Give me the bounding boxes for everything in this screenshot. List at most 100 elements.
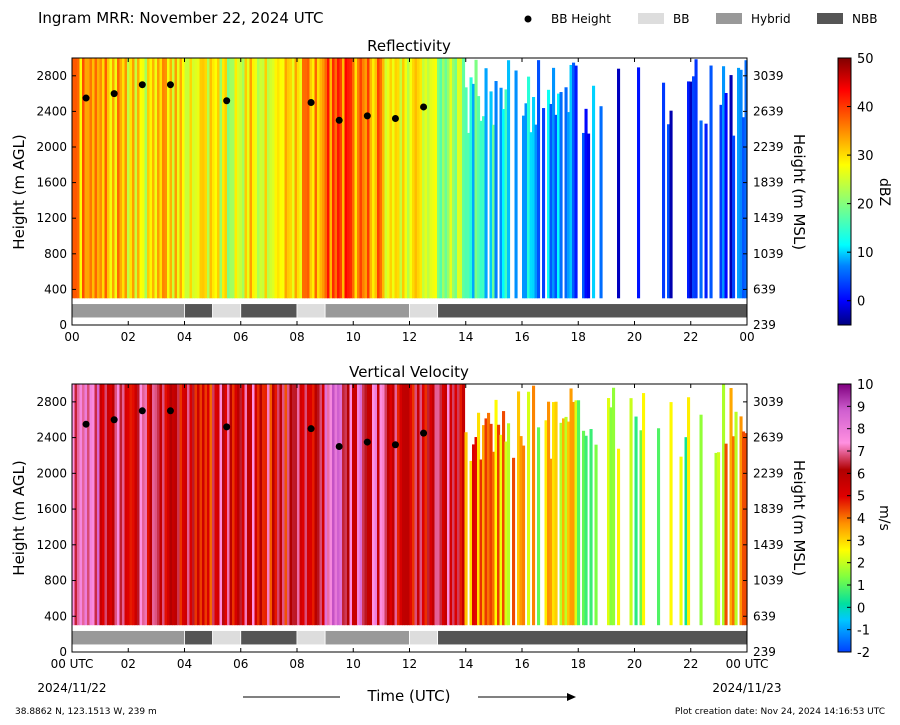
field-column — [559, 92, 563, 299]
field-column — [739, 416, 743, 626]
field-column — [687, 81, 691, 299]
field-column — [79, 384, 83, 626]
field-column — [724, 92, 728, 299]
bb-height-point — [335, 443, 343, 451]
field-column — [74, 384, 78, 626]
field-column — [434, 384, 438, 626]
legend-swatch-nbb — [817, 13, 843, 24]
reflectivity-title: Reflectivity — [367, 37, 451, 55]
field-column — [322, 384, 326, 626]
field-column — [347, 58, 351, 299]
bb-height-point — [223, 423, 231, 431]
field-column — [89, 384, 93, 626]
field-column — [237, 58, 241, 299]
y-tick-label: 2000 — [36, 466, 67, 480]
field-column — [689, 81, 693, 299]
field-column — [552, 67, 556, 299]
bb-height-point — [110, 416, 118, 424]
field-column — [567, 421, 571, 626]
field-column — [214, 384, 218, 626]
field-column — [317, 58, 321, 299]
field-column — [439, 58, 443, 299]
field-column — [269, 384, 273, 626]
field-column — [369, 58, 373, 299]
field-column — [117, 58, 121, 299]
field-column — [379, 384, 383, 626]
field-column — [219, 384, 223, 626]
field-column — [179, 384, 183, 626]
field-column — [574, 400, 578, 626]
field-column — [402, 384, 406, 626]
x-tick-label: 10 — [346, 657, 361, 671]
field-column — [192, 384, 196, 626]
field-column — [259, 58, 263, 299]
velocity-bb-heights — [82, 407, 428, 451]
field-column — [424, 58, 428, 299]
field-column — [404, 384, 408, 626]
field-column — [74, 58, 78, 299]
field-column — [452, 384, 456, 626]
field-column — [532, 385, 536, 626]
bb-height-point — [391, 115, 399, 123]
y-tick-label: 1200 — [36, 538, 67, 552]
field-column — [222, 58, 226, 299]
field-column — [552, 402, 556, 626]
field-column — [172, 58, 176, 299]
field-column — [367, 384, 371, 626]
field-column — [364, 384, 368, 626]
field-column — [457, 384, 461, 626]
field-column — [97, 58, 101, 299]
field-column — [189, 58, 193, 299]
field-column — [234, 58, 238, 299]
field-column — [569, 64, 573, 299]
field-column — [282, 58, 286, 299]
field-column — [512, 457, 516, 626]
x-tick-label: 00 UTC — [51, 657, 94, 671]
field-column — [294, 58, 298, 299]
field-column — [119, 384, 123, 626]
field-column — [722, 384, 726, 626]
field-column — [474, 59, 478, 299]
colorbar-tick-label: 1 — [857, 579, 865, 594]
field-column — [314, 384, 318, 626]
bb-type-segment-nbb — [184, 303, 214, 319]
field-column — [559, 422, 563, 626]
y-tick-label: 1600 — [36, 176, 67, 190]
field-column — [572, 401, 576, 626]
reflectivity-ylabel: Height (m AGL) — [10, 134, 28, 249]
field-column — [184, 384, 188, 626]
field-column — [409, 384, 413, 626]
field-column — [269, 58, 273, 299]
field-column — [554, 114, 558, 299]
field-column — [492, 451, 496, 626]
field-column — [244, 58, 248, 299]
field-column — [129, 384, 133, 626]
field-column — [229, 384, 233, 626]
y-tick-label-right: 3039 — [753, 69, 784, 83]
field-column — [162, 58, 166, 299]
field-column — [432, 384, 436, 626]
field-column — [572, 62, 576, 299]
bb-height-point — [138, 407, 146, 415]
field-column — [732, 135, 736, 299]
location-text: 38.8862 N, 123.1513 W, 239 m — [15, 707, 157, 717]
field-column — [459, 384, 463, 626]
field-column — [254, 384, 258, 626]
field-column — [337, 58, 341, 299]
field-column — [284, 384, 288, 626]
field-column — [137, 384, 141, 626]
bb-height-point — [110, 90, 118, 98]
field-column — [77, 58, 81, 299]
field-column — [424, 384, 428, 626]
field-column — [397, 384, 401, 626]
colorbar-tick-label: 20 — [857, 198, 874, 213]
field-column — [122, 58, 126, 299]
y-tick-label-right: 1439 — [753, 211, 784, 225]
field-column — [349, 384, 353, 626]
field-column — [177, 384, 181, 626]
x-tick-label: 20 — [627, 330, 642, 344]
field-column — [584, 435, 588, 626]
x-tick-label: 12 — [402, 657, 417, 671]
colorbar-tick-label: 3 — [857, 534, 865, 549]
bb-type-segment-hybrid — [324, 630, 410, 646]
